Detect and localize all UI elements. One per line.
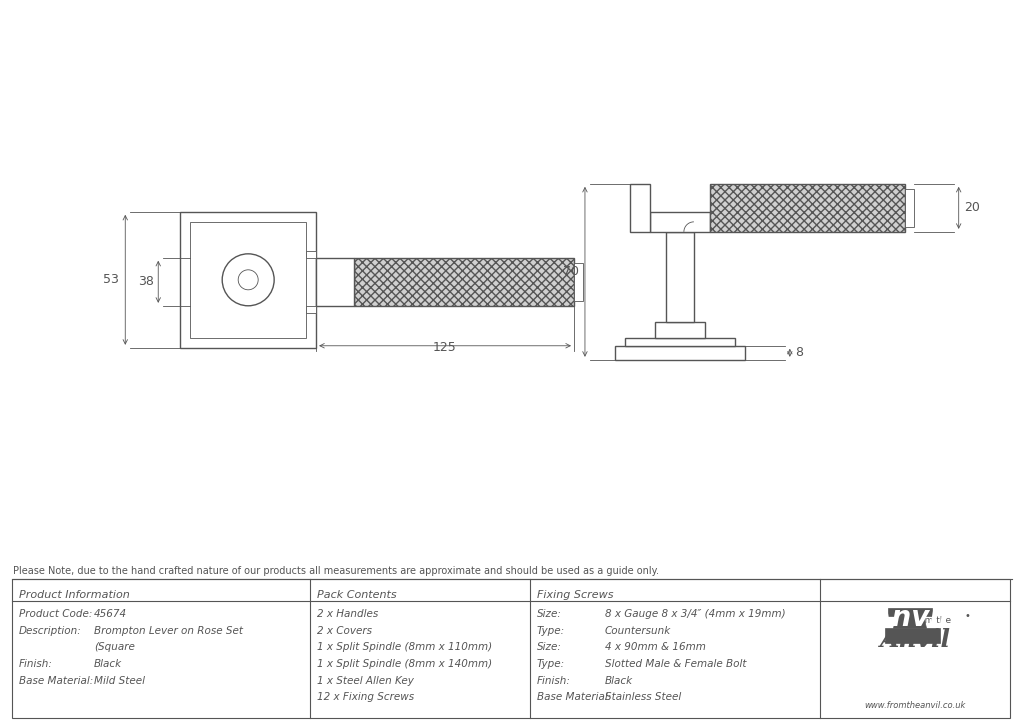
Text: Fixing Screws: Fixing Screws: [537, 590, 613, 600]
Text: 1 x Split Spindle (8mm x 110mm): 1 x Split Spindle (8mm x 110mm): [317, 642, 493, 652]
Text: 8: 8: [795, 346, 803, 359]
Text: 53: 53: [103, 274, 119, 287]
Bar: [905, 189, 913, 227]
Text: Mild Steel: Mild Steel: [94, 675, 145, 685]
Text: Product Code:: Product Code:: [19, 609, 92, 619]
Bar: [666, 232, 694, 322]
Polygon shape: [894, 616, 927, 629]
Text: 125: 125: [433, 341, 457, 354]
Polygon shape: [886, 629, 940, 644]
Text: Base Material:: Base Material:: [19, 675, 93, 685]
Bar: [650, 212, 710, 232]
Bar: [630, 184, 650, 232]
Text: Brompton Lever on Rose Set: Brompton Lever on Rose Set: [94, 626, 243, 636]
Text: 12 x Fixing Screws: 12 x Fixing Screws: [317, 693, 414, 702]
Polygon shape: [888, 608, 932, 616]
Text: 20: 20: [964, 202, 980, 215]
Text: www.fromtheanvil.co.uk: www.fromtheanvil.co.uk: [864, 701, 966, 711]
Text: Stainless Steel: Stainless Steel: [605, 693, 681, 702]
Text: Anvil: Anvil: [880, 629, 950, 652]
Text: Please Note, due to the hand crafted nature of our products all measurements are: Please Note, due to the hand crafted nat…: [13, 566, 659, 576]
Text: •: •: [964, 611, 970, 621]
Text: 45674: 45674: [94, 609, 127, 619]
Text: 4 x 90mm & 16mm: 4 x 90mm & 16mm: [605, 642, 706, 652]
Text: (Square: (Square: [94, 642, 135, 652]
Text: 38: 38: [138, 275, 155, 288]
Text: 2 x Covers: 2 x Covers: [317, 626, 372, 636]
Text: Finish:: Finish:: [19, 659, 53, 669]
Bar: [710, 184, 905, 232]
Bar: [625, 338, 735, 346]
Text: Product Information: Product Information: [19, 590, 130, 600]
Bar: [655, 322, 705, 338]
Bar: [306, 251, 316, 258]
Text: Pack Contents: Pack Contents: [317, 590, 396, 600]
Text: From the: From the: [911, 616, 951, 625]
Text: 70: 70: [563, 265, 579, 279]
Bar: [354, 258, 574, 306]
Text: 8 x Gauge 8 x 3/4″ (4mm x 19mm): 8 x Gauge 8 x 3/4″ (4mm x 19mm): [605, 609, 785, 619]
Text: 1 x Steel Allen Key: 1 x Steel Allen Key: [317, 675, 414, 685]
Text: 1 x Split Spindle (8mm x 140mm): 1 x Split Spindle (8mm x 140mm): [317, 659, 493, 669]
Text: Finish:: Finish:: [537, 675, 570, 685]
Text: Type:: Type:: [537, 659, 565, 669]
Text: Size:: Size:: [537, 609, 562, 619]
Text: Description:: Description:: [19, 626, 82, 636]
Text: Base Material:: Base Material:: [537, 693, 611, 702]
Text: Anvil: Anvil: [870, 604, 949, 632]
Bar: [574, 263, 583, 301]
Bar: [190, 222, 306, 338]
Bar: [180, 212, 316, 348]
Text: Slotted Male & Female Bolt: Slotted Male & Female Bolt: [605, 659, 746, 669]
Text: 2 x Handles: 2 x Handles: [317, 609, 378, 619]
Bar: [615, 346, 744, 360]
Bar: [306, 306, 316, 312]
Text: Black: Black: [94, 659, 122, 669]
Text: Size:: Size:: [537, 642, 562, 652]
Text: Black: Black: [605, 675, 633, 685]
Bar: [316, 258, 354, 306]
Text: Countersunk: Countersunk: [605, 626, 672, 636]
Text: Type:: Type:: [537, 626, 565, 636]
